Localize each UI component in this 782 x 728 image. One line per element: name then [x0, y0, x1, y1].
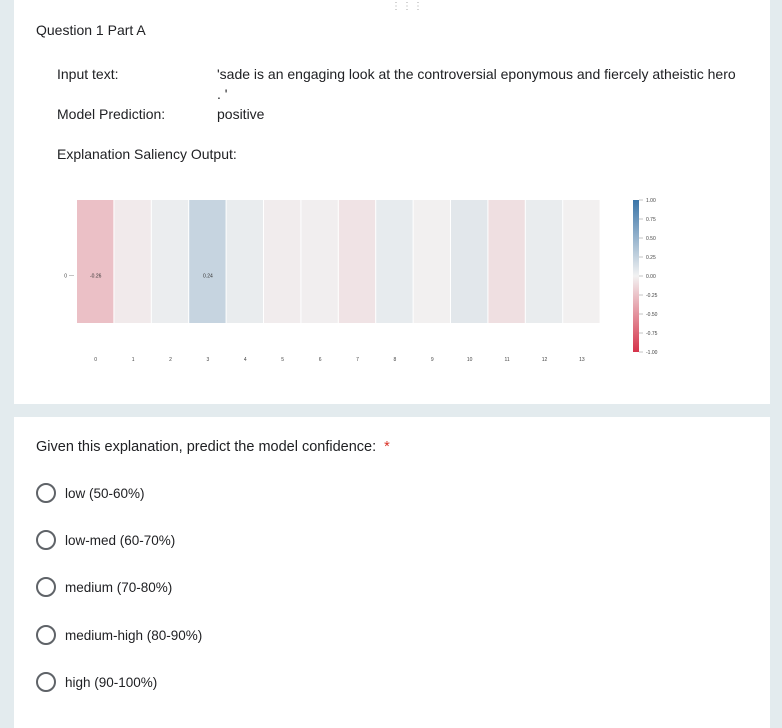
x-tick-label: 5 — [281, 357, 284, 363]
heatmap-cell — [151, 200, 189, 323]
option-label: medium (70-80%) — [65, 579, 173, 595]
x-tick-label: 7 — [356, 357, 359, 363]
heatmap-cell — [301, 200, 338, 323]
x-tick-label: 9 — [431, 357, 434, 363]
option-low-med[interactable]: low-med (60-70%) — [36, 529, 175, 551]
colorbar-tick-label: -0.75 — [646, 331, 658, 337]
input-text-value: 'sade is an engaging look at the controv… — [217, 66, 736, 102]
explanation-label: Explanation Saliency Output: — [57, 146, 237, 162]
radio-icon[interactable] — [36, 577, 56, 597]
heatmap-cell — [376, 200, 413, 323]
heatmap-cell — [77, 200, 114, 323]
option-label: medium-high (80-90%) — [65, 627, 203, 643]
x-tick-label: 12 — [542, 357, 548, 363]
required-mark: * — [384, 439, 390, 455]
option-high[interactable]: high (90-100%) — [36, 671, 157, 693]
x-tick-label: 3 — [207, 357, 210, 363]
model-prediction-label: Model Prediction: — [57, 106, 166, 122]
colorbar-tick-label: 0.00 — [646, 274, 656, 280]
heatmap-cell — [114, 200, 151, 323]
heatmap-cell — [264, 200, 301, 323]
saliency-heatmap: -0.26 0.24 0 1 2 3 4 5 6 7 8 9 10 11 12 13 0 1.000.750… — [64, 198, 658, 363]
x-tick-label: 2 — [169, 357, 172, 363]
heatmap-cell — [189, 200, 226, 323]
colorbar-tick-label: 0.25 — [646, 255, 656, 261]
option-low[interactable]: low (50-60%) — [36, 482, 145, 504]
x-tick-label: 0 — [94, 357, 97, 363]
colorbar-tick-label: 1.00 — [646, 198, 656, 204]
confidence-question: Given this explanation, predict the mode… — [36, 439, 390, 455]
heatmap-cell — [488, 200, 525, 323]
radio-icon[interactable] — [36, 530, 56, 550]
heatmap-cell — [226, 200, 263, 323]
question-title: Question 1 Part A — [36, 22, 146, 38]
x-tick-label: 1 — [132, 357, 135, 363]
colorbar-tick-label: -0.50 — [646, 312, 658, 318]
input-text-label: Input text: — [57, 66, 119, 82]
heatmap-cell — [413, 200, 450, 323]
heatmap-cell — [338, 200, 376, 323]
heatmap-cell — [451, 200, 488, 323]
colorbar-tick-label: -1.00 — [646, 350, 658, 356]
x-tick-label: 6 — [319, 357, 322, 363]
option-label: low-med (60-70%) — [65, 532, 176, 548]
cell-annotation: -0.26 — [90, 274, 102, 280]
colorbar-tick-label: 0.75 — [646, 217, 656, 223]
x-tick-label: 4 — [244, 357, 247, 363]
confidence-card: Given this explanation, predict the mode… — [14, 417, 770, 728]
confidence-question-text: Given this explanation, predict the mode… — [36, 439, 377, 455]
heatmap-cell — [563, 200, 600, 323]
heatmap-cell — [525, 200, 563, 323]
x-tick-label: 8 — [394, 357, 397, 363]
cell-annotation: 0.24 — [203, 274, 213, 280]
x-tick-label: 13 — [579, 357, 585, 363]
model-prediction-value: positive — [217, 106, 265, 122]
radio-icon[interactable] — [36, 625, 56, 645]
option-medium-high[interactable]: medium-high (80-90%) — [36, 624, 202, 646]
question-card: ⋮⋮⋮ Question 1 Part A Input text: 'sade … — [14, 0, 770, 404]
colorbar-tick-label: -0.25 — [646, 293, 658, 299]
x-tick-label: 11 — [504, 357, 509, 363]
option-label: low (50-60%) — [65, 485, 145, 501]
colorbar-tick-label: 0.50 — [646, 236, 656, 242]
drag-handle-icon[interactable]: ⋮⋮⋮ — [391, 1, 424, 12]
colorbar — [633, 200, 639, 352]
radio-icon[interactable] — [36, 672, 56, 692]
x-tick-label: 10 — [467, 357, 473, 363]
radio-icon[interactable] — [36, 483, 56, 503]
option-medium[interactable]: medium (70-80%) — [36, 576, 172, 598]
option-label: high (90-100%) — [65, 674, 158, 690]
y-tick-label: 0 — [64, 274, 67, 280]
